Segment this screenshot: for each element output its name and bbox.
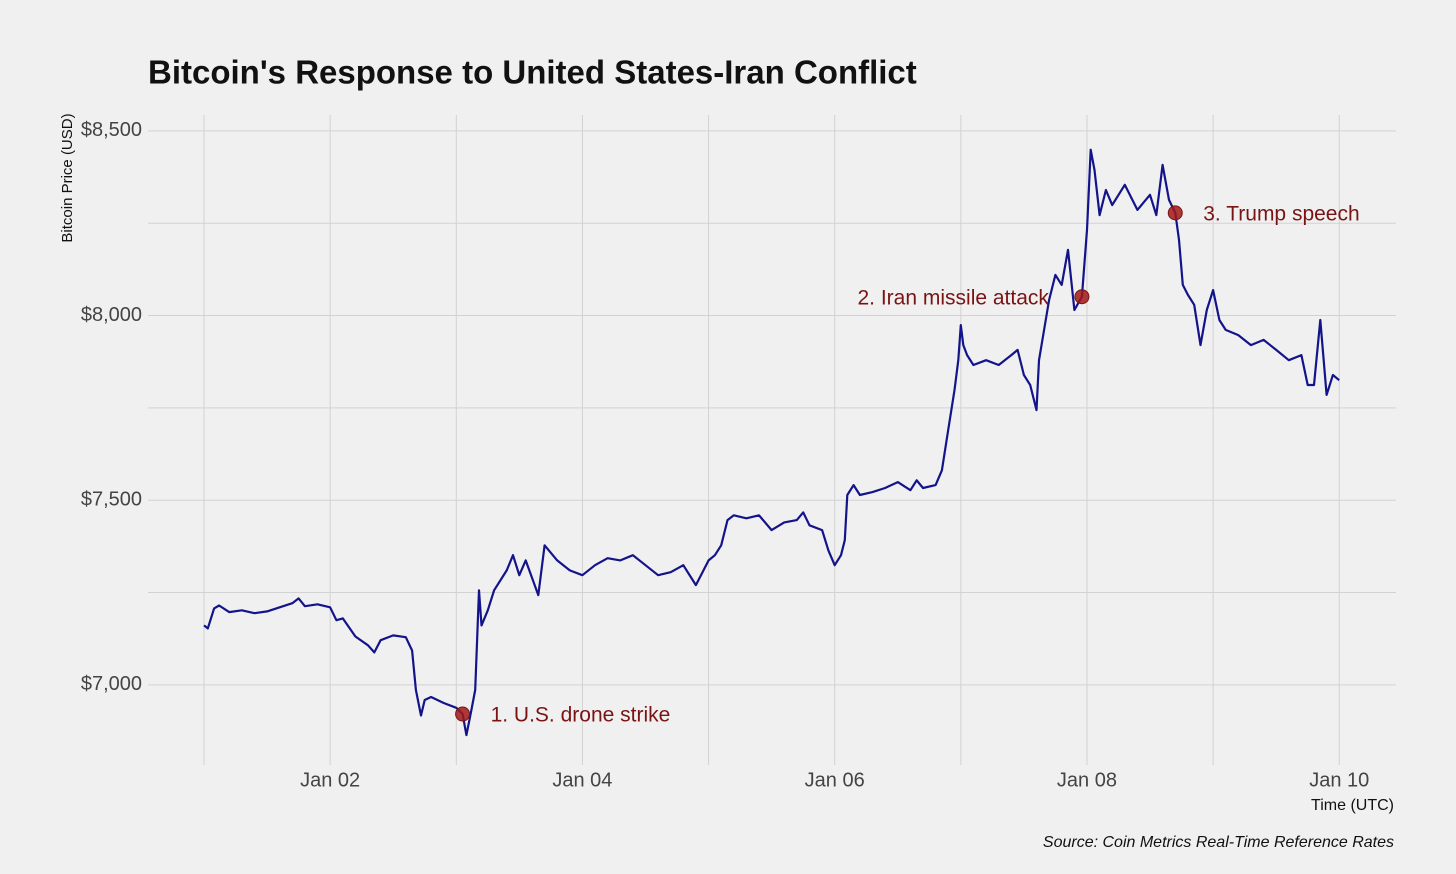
y-tick-label: $7,500 — [81, 488, 142, 510]
grid — [148, 115, 1396, 765]
plot: 1. U.S. drone strike 2. Iran missile atta… — [203, 148, 1360, 737]
x-tick-label: Jan 10 — [1309, 769, 1369, 791]
x-axis-label: Time (UTC) — [1311, 797, 1394, 814]
event-point — [1074, 289, 1090, 305]
event-point — [455, 706, 471, 722]
x-tick-label: Jan 08 — [1057, 769, 1117, 791]
caption: Source: Coin Metrics Real-Time Reference… — [1043, 834, 1394, 851]
y-tick-label: $8,500 — [81, 119, 142, 141]
event-label: 3. Trump speech — [1203, 202, 1359, 225]
y-tick-label: $7,000 — [81, 673, 142, 695]
chart-title: Bitcoin's Response to United States-Iran… — [148, 54, 917, 91]
event-point — [1167, 205, 1183, 221]
price-line — [203, 148, 1340, 737]
x-tick-label: Jan 02 — [300, 769, 360, 791]
y-axis-label: Bitcoin Price (USD) — [59, 113, 76, 242]
x-tick-label: Jan 06 — [805, 769, 865, 791]
x-tick-label: Jan 04 — [552, 769, 612, 791]
event-label: 1. U.S. drone strike — [491, 704, 671, 727]
event-label: 2. Iran missile attack — [858, 286, 1050, 309]
y-tick-label: $8,000 — [81, 304, 142, 326]
